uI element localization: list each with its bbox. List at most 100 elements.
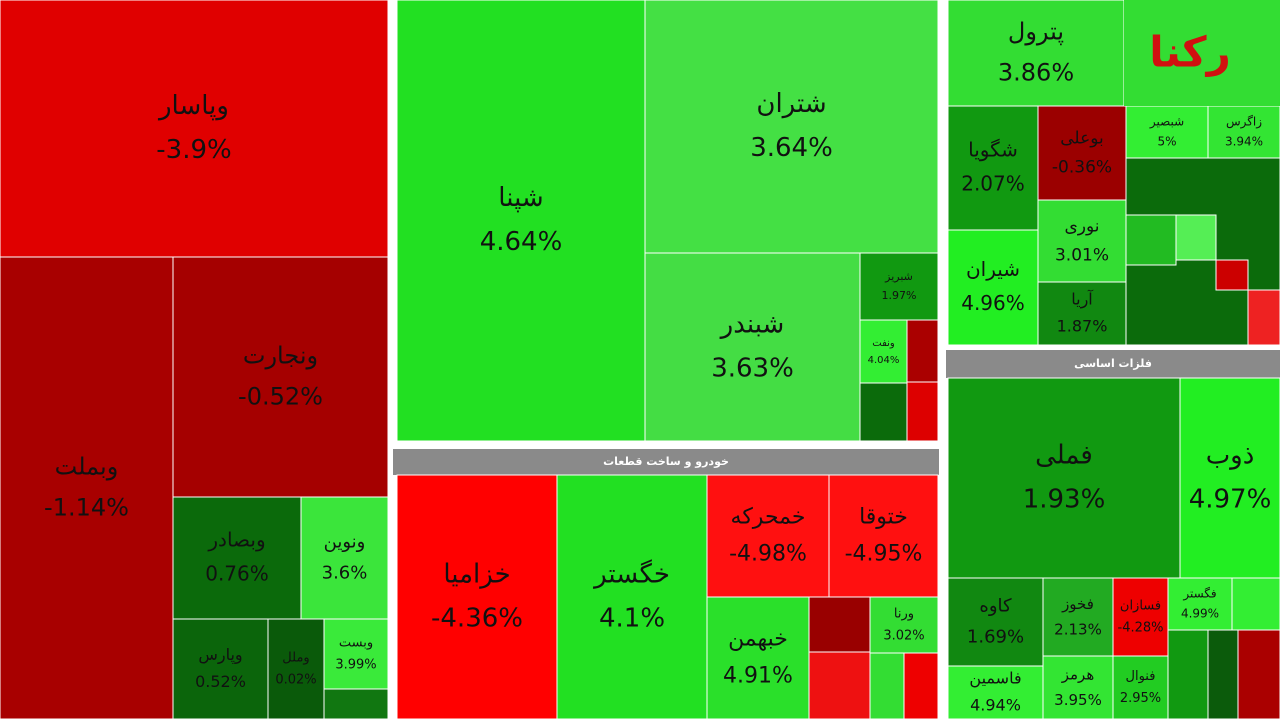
separator <box>940 0 948 719</box>
tile <box>1037 281 1127 346</box>
tile-name: فنوال <box>1126 669 1156 684</box>
tile <box>947 377 1181 579</box>
tile-change: 3.63% <box>711 354 794 384</box>
tile-change: 4.97% <box>1189 485 1272 515</box>
tile <box>323 618 389 690</box>
tile-name: ونجارت <box>243 342 318 370</box>
tile-name: شگویا <box>968 138 1018 162</box>
tile-name: فخوز <box>1061 595 1094 613</box>
tile <box>644 0 939 254</box>
tile-change: 4.64% <box>480 227 563 257</box>
tile-change: 3.6% <box>322 562 368 583</box>
logo: رکنا <box>1124 0 1280 106</box>
tile-change: -3.9% <box>156 135 231 165</box>
tile-change: 3.99% <box>335 658 376 673</box>
tile-name: وملل <box>282 650 309 665</box>
tile-change: 2.13% <box>1054 620 1102 638</box>
tile <box>0 0 389 258</box>
tile <box>396 474 558 720</box>
tile <box>267 618 325 720</box>
tile-change: 4.99% <box>1181 607 1219 621</box>
tile <box>172 618 269 720</box>
tile <box>396 0 646 442</box>
tile <box>1167 577 1233 631</box>
tile-change: 4.91% <box>723 664 793 689</box>
tile-change: 0.02% <box>275 673 316 688</box>
tile-name: فاسمین <box>969 668 1021 688</box>
tile <box>1037 105 1127 201</box>
tile-change: 3.64% <box>750 133 833 163</box>
tile-change: 0.76% <box>205 562 269 586</box>
sector-header <box>946 350 1280 378</box>
tile-name: شیران <box>966 257 1020 281</box>
tile <box>947 229 1039 346</box>
tile-change: 3.94% <box>1225 135 1263 149</box>
tile <box>706 596 810 720</box>
tile <box>828 474 939 598</box>
sector-header <box>393 449 939 475</box>
tile-name: شبریز <box>884 270 913 283</box>
tile-name: خگستر <box>592 558 670 589</box>
separator <box>393 441 940 449</box>
tile-name: شبندر <box>719 309 785 339</box>
tile <box>947 105 1039 231</box>
tile-change: 3.95% <box>1054 691 1102 709</box>
tile-name: ذوب <box>1206 440 1255 470</box>
tile <box>0 256 174 720</box>
tile <box>1037 199 1127 283</box>
tile-name: ورنا <box>894 606 914 621</box>
tile-name: فسازان <box>1120 598 1161 613</box>
tile <box>172 496 302 620</box>
tile <box>706 474 830 598</box>
tile <box>172 256 389 498</box>
tile-change: 4.04% <box>868 355 900 366</box>
tile-change: -4.98% <box>729 542 807 567</box>
tile-name: فگستر <box>1182 586 1216 601</box>
tile <box>1042 577 1114 657</box>
tile-name: خمحرکه <box>731 504 806 529</box>
tile-name: شتران <box>756 89 826 119</box>
tile <box>1112 577 1169 657</box>
tile-name: زاگرس <box>1226 114 1262 129</box>
tile-change: 3.02% <box>883 629 924 644</box>
sector: خودرو و ساخت قطعات خزامیا -4.36% خگستر 4.1% خ… <box>393 449 939 720</box>
separator <box>946 345 1280 350</box>
tile-change: -4.95% <box>845 542 923 567</box>
tile-change: -4.36% <box>431 604 523 634</box>
tile <box>947 0 1125 107</box>
tile-name: آریا <box>1071 289 1094 309</box>
tile-change: 2.95% <box>1120 691 1161 706</box>
tile-name: وپارس <box>198 645 242 665</box>
tile <box>859 252 939 321</box>
tile-change: 4.1% <box>599 604 665 634</box>
tile-change: 4.94% <box>970 696 1021 715</box>
tile-change: 1.87% <box>1057 317 1108 336</box>
tile-name: ونوین <box>324 532 366 553</box>
tile <box>1112 655 1169 720</box>
tile-name: خزامیا <box>443 559 510 589</box>
tile <box>1125 105 1209 159</box>
tile <box>869 596 939 654</box>
small-tiles <box>323 157 1280 720</box>
tile-change: 4.96% <box>961 291 1025 315</box>
tile-name: وبست <box>339 635 373 650</box>
sector: فلزات اساسی فملی 1.93% ذوب 4.97% کاوه 1.69% فخو… <box>946 350 1280 720</box>
tile-name: ونفت <box>872 338 895 349</box>
tile-name: وبصادر <box>207 528 265 552</box>
tile-change: 1.93% <box>1023 485 1106 515</box>
sector: شپنا 4.64% شتران 3.64% شبندر 3.63% شبریز 1.97% و… <box>396 0 939 442</box>
tile-change: 1.97% <box>882 289 917 302</box>
tile-change: 2.07% <box>961 172 1025 196</box>
tile-change: 5% <box>1157 135 1176 149</box>
logo-text: رکنا <box>1149 28 1231 77</box>
tile-change: 1.69% <box>967 626 1024 647</box>
tile-name: ختوقا <box>859 504 908 529</box>
tile <box>644 252 861 442</box>
tile-change: -0.36% <box>1052 157 1112 177</box>
tile <box>1042 655 1114 720</box>
sector-title: فلزات اساسی <box>1074 357 1152 370</box>
tile-name: کاوه <box>979 596 1012 617</box>
sector: پترول 3.86% شگویا 2.07% بوعلی -0.36% نوری 3.01%… <box>947 0 1280 346</box>
tile <box>1207 105 1280 159</box>
